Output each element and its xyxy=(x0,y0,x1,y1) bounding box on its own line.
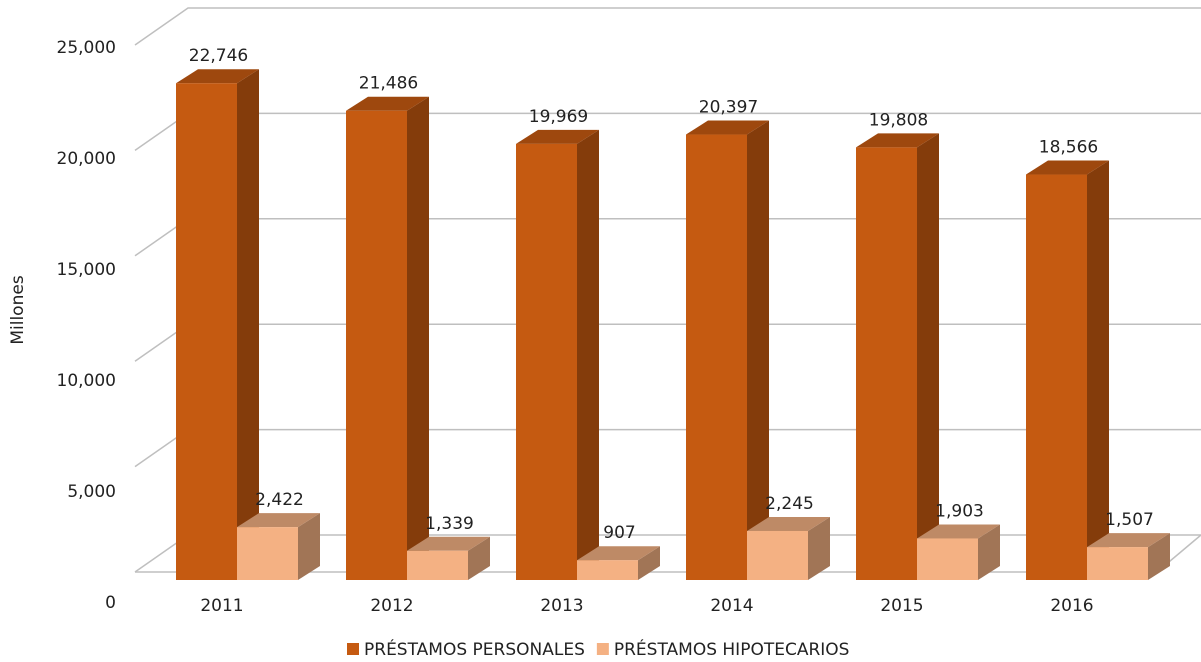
x-tick-label: 2015 xyxy=(880,596,923,616)
bar-top xyxy=(1026,160,1109,175)
bar xyxy=(516,129,599,580)
bar-top xyxy=(917,524,1000,539)
bar-side xyxy=(978,524,1000,580)
y-tick-label: 5,000 xyxy=(67,482,116,502)
data-label: 18,566 xyxy=(1039,138,1098,158)
bar-top xyxy=(686,120,769,135)
bar-front xyxy=(747,530,808,580)
data-label: 21,486 xyxy=(359,74,418,94)
y-tick-label: 20,000 xyxy=(57,149,116,169)
bar-top xyxy=(346,96,429,111)
data-label: 19,808 xyxy=(869,110,928,130)
bar xyxy=(1087,533,1170,580)
legend-swatch xyxy=(347,643,359,655)
bar xyxy=(237,513,320,580)
bar-top xyxy=(747,516,830,531)
data-label: 907 xyxy=(603,523,635,543)
y-tick-label: 0 xyxy=(105,593,116,613)
data-label: 1,903 xyxy=(935,501,984,521)
bar-front xyxy=(917,538,978,580)
bar-top xyxy=(856,133,939,148)
bar-side xyxy=(747,120,769,581)
grid-line xyxy=(134,7,1201,46)
bar-side xyxy=(1148,533,1170,580)
bar-front xyxy=(686,134,747,580)
x-tick-label: 2014 xyxy=(710,596,753,616)
data-label: 22,746 xyxy=(189,46,248,66)
bar xyxy=(917,524,1000,580)
x-tick-label: 2012 xyxy=(370,596,413,616)
bar-top xyxy=(516,129,599,144)
data-label: 2,422 xyxy=(255,490,304,510)
bar xyxy=(407,536,490,580)
legend-swatch xyxy=(596,643,609,655)
bar-side xyxy=(407,96,429,580)
bar-front xyxy=(1087,547,1148,580)
y-tick-label: 25,000 xyxy=(57,38,116,58)
bar-side xyxy=(1087,160,1109,580)
data-label: 19,969 xyxy=(529,107,588,127)
bar-top xyxy=(237,513,320,528)
bar-front xyxy=(346,110,407,580)
bar-side xyxy=(298,513,320,580)
bar-top xyxy=(577,546,660,561)
y-tick-label: 15,000 xyxy=(57,260,116,280)
bar xyxy=(176,69,259,581)
bar-side xyxy=(917,133,939,580)
x-tick-label: 2016 xyxy=(1050,596,1093,616)
data-label: 1,507 xyxy=(1105,510,1154,530)
data-label: 20,397 xyxy=(699,98,758,118)
bar-side xyxy=(237,69,259,581)
bar xyxy=(346,96,429,580)
y-tick-label: 10,000 xyxy=(57,371,116,391)
bar xyxy=(686,120,769,581)
bar-top xyxy=(1087,533,1170,548)
legend-label: PRÉSTAMOS HIPOTECARIOS xyxy=(614,638,850,660)
bar-front xyxy=(1026,174,1087,580)
bar-top xyxy=(176,69,259,84)
x-tick-label: 2013 xyxy=(540,596,583,616)
bar-side xyxy=(808,516,830,580)
y-axis-label: Millones xyxy=(8,275,28,344)
data-label: 2,245 xyxy=(765,494,814,514)
bar-front xyxy=(516,143,577,580)
bar xyxy=(1026,160,1109,580)
bar-front xyxy=(407,550,468,580)
bar-front xyxy=(577,560,638,580)
bar-front xyxy=(856,147,917,580)
bar-front xyxy=(237,527,298,580)
bar-side xyxy=(577,129,599,580)
bar xyxy=(747,516,830,580)
legend-label: PRÉSTAMOS PERSONALES xyxy=(364,638,585,660)
bar xyxy=(856,133,939,580)
bar-side xyxy=(468,536,490,580)
bar-top xyxy=(407,536,490,551)
x-tick-label: 2011 xyxy=(200,596,243,616)
data-label: 1,339 xyxy=(425,514,474,534)
bar-front xyxy=(176,83,237,581)
bar xyxy=(577,546,660,580)
bar-side xyxy=(638,546,660,580)
